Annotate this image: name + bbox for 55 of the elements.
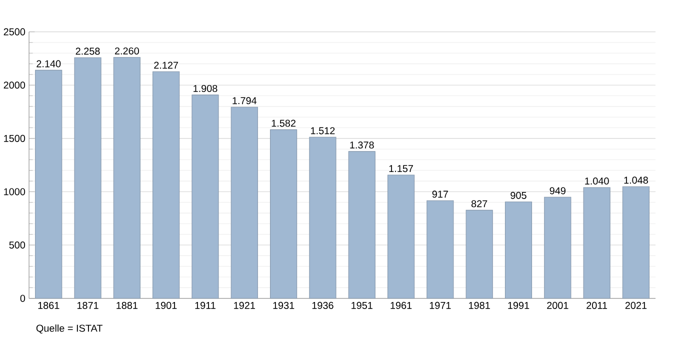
bar (35, 70, 62, 299)
x-tick-label: 1971 (430, 302, 451, 309)
data-label: 1.512 (311, 127, 335, 134)
data-label: 949 (550, 187, 566, 194)
bar (74, 57, 102, 299)
y-tick-label: 0 (20, 294, 26, 302)
x-tick-label: 1881 (116, 302, 138, 309)
data-label: 1.048 (624, 176, 648, 184)
bar (466, 210, 493, 299)
bar (348, 151, 376, 299)
x-tick-label: 1961 (390, 302, 412, 309)
x-tick-label: 1921 (234, 302, 255, 309)
data-label: 1.040 (585, 177, 609, 185)
x-tick-label: 1901 (156, 302, 177, 309)
bar (583, 187, 610, 299)
y-tick-label: 1500 (4, 134, 26, 142)
data-label: 1.794 (232, 97, 257, 104)
bar (504, 202, 532, 299)
data-label: 827 (471, 200, 488, 208)
x-tick-label: 1911 (195, 302, 216, 309)
bar (622, 186, 650, 299)
data-label: 1.908 (194, 84, 218, 92)
bar (388, 174, 415, 299)
bar (544, 196, 572, 299)
y-tick-label: 2500 (4, 28, 26, 36)
y-tick-label: 2000 (4, 82, 26, 89)
bar (113, 57, 140, 299)
data-label: 2.140 (36, 60, 61, 68)
data-label: 2.260 (114, 47, 139, 54)
bar (152, 71, 180, 299)
data-label: 905 (510, 192, 526, 199)
y-tick-label: 1000 (4, 188, 26, 196)
x-tick-label: 2001 (547, 302, 568, 309)
x-tick-label: 2011 (586, 302, 608, 309)
x-tick-label: 1991 (508, 302, 530, 309)
x-tick-label: 1936 (312, 302, 334, 309)
x-tick-label: 1861 (38, 302, 60, 309)
x-tick-label: 2021 (625, 302, 647, 309)
bar (192, 94, 219, 299)
bar (309, 136, 336, 299)
data-label: 1.378 (350, 141, 374, 148)
data-label: 1.582 (272, 120, 296, 127)
bar (426, 200, 454, 299)
source-note: Quelle = ISTAT (36, 324, 103, 334)
x-tick-label: 1981 (469, 302, 490, 309)
x-tick-label: 1951 (352, 302, 372, 309)
x-tick-label: 1871 (77, 302, 98, 309)
y-tick-label: 500 (9, 241, 26, 249)
data-label: 2.258 (76, 48, 100, 55)
x-tick-label: 1931 (273, 302, 294, 309)
bar (230, 106, 258, 299)
data-label: 917 (432, 190, 448, 198)
data-label: 2.127 (154, 62, 178, 69)
data-label: 1.157 (389, 165, 413, 172)
bar (270, 129, 298, 299)
